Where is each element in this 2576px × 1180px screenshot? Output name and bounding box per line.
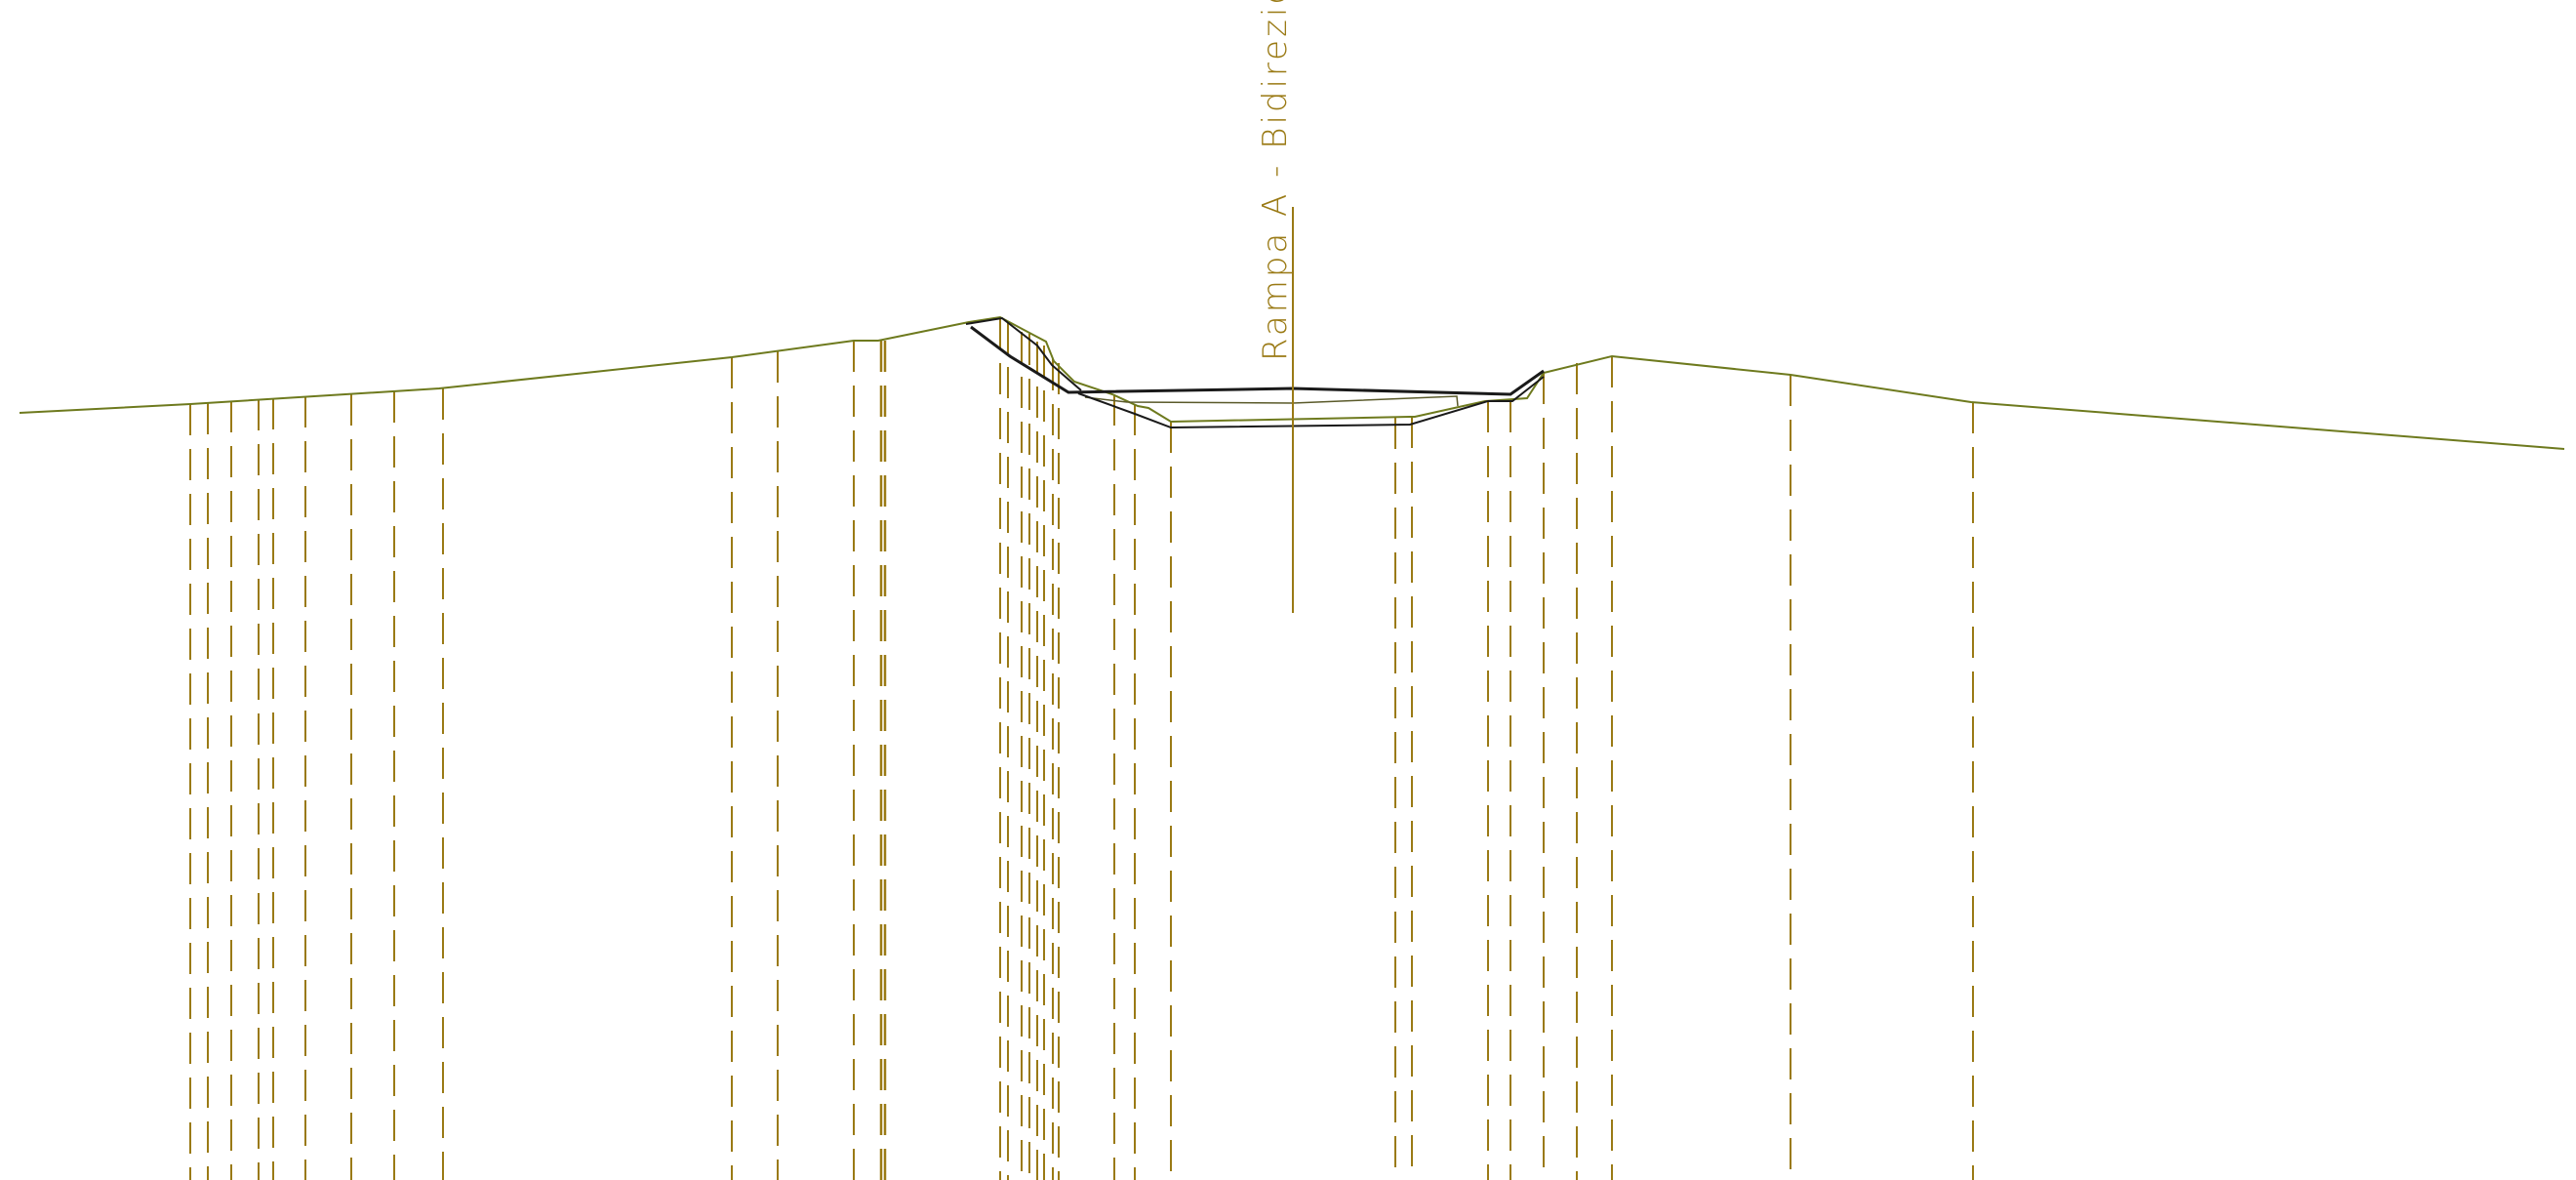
axis-label: Rampa A - Bidirezionale xyxy=(1256,0,1295,361)
road-surface-line xyxy=(970,325,1545,396)
road-left-edge xyxy=(965,316,1082,391)
subgrade-layer-line xyxy=(1077,376,1545,429)
vertical-reference-lines xyxy=(189,318,1974,1180)
pavement-layer-line xyxy=(1084,395,1459,407)
ground-profile-line xyxy=(19,315,2565,450)
